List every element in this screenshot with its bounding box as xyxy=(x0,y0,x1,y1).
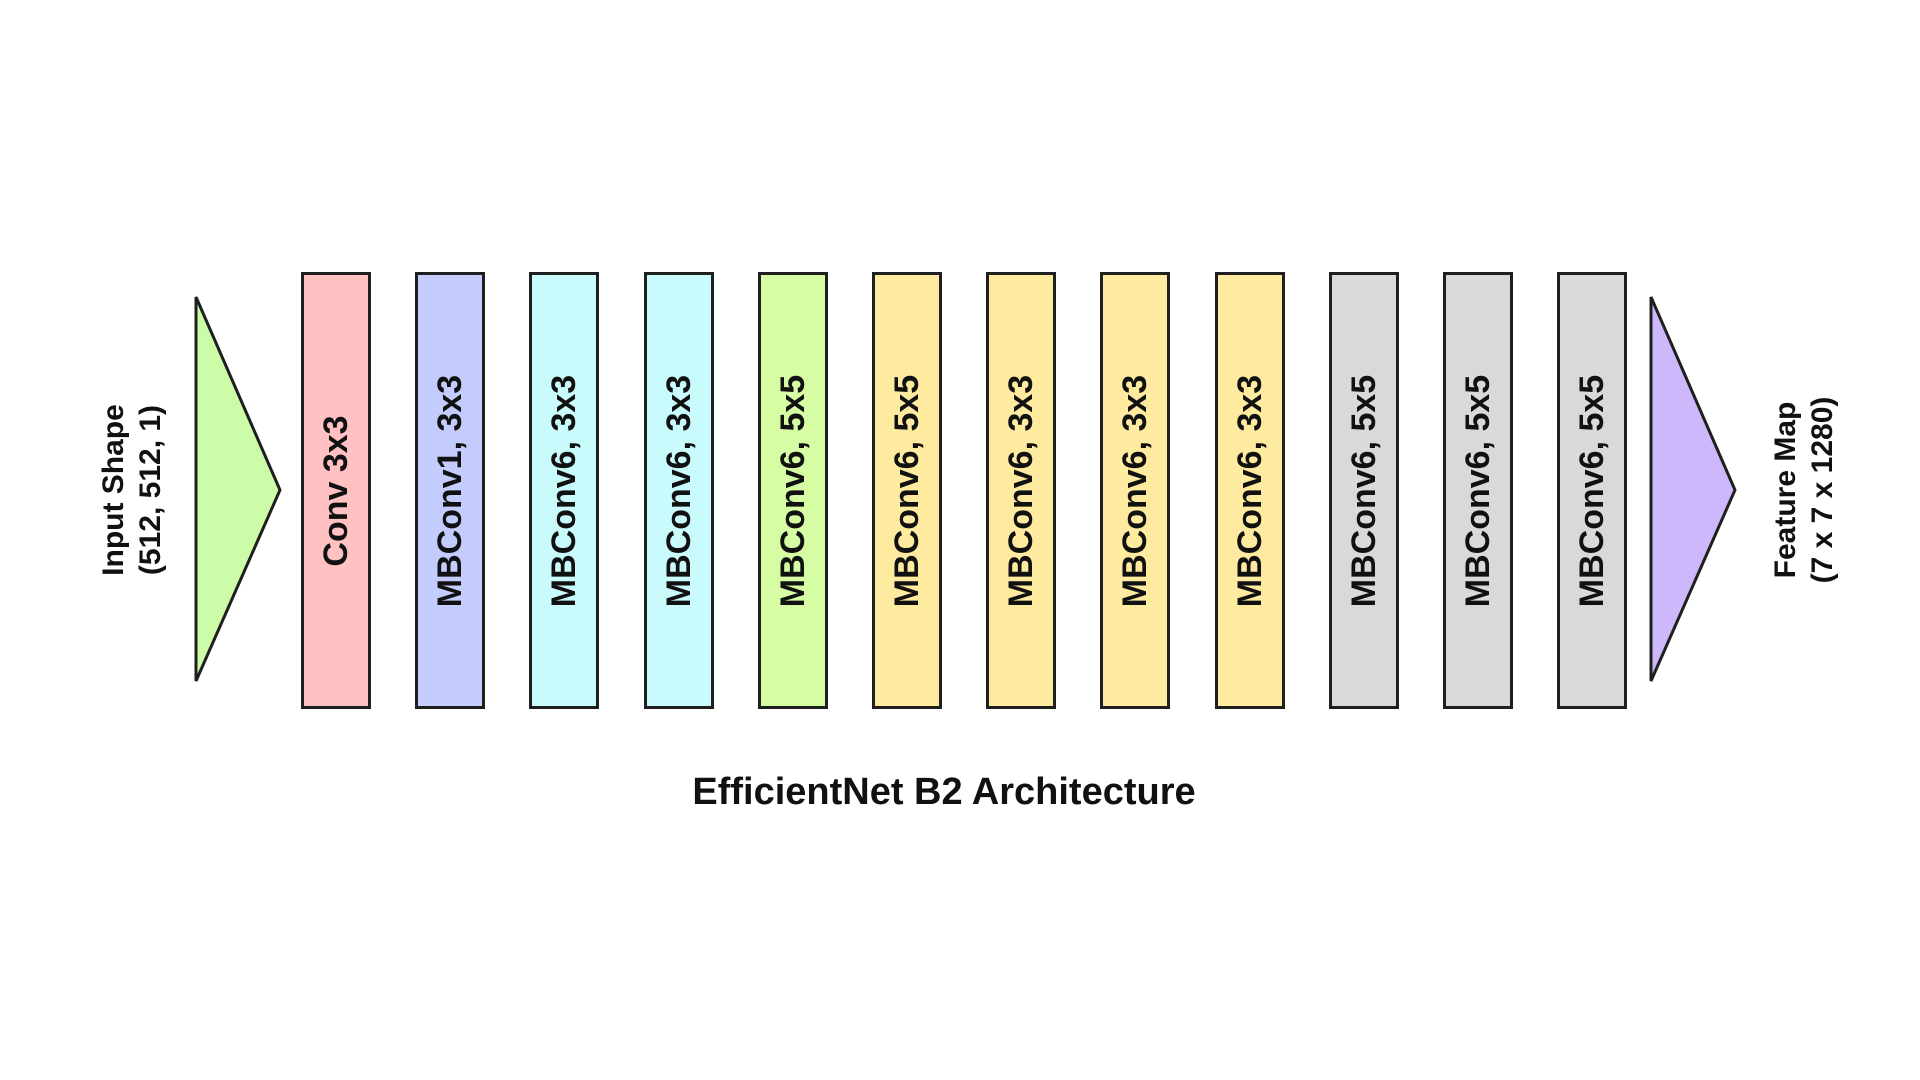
layer-block-label: MBConv6, 5x5 xyxy=(888,374,926,607)
layer-block-label: MBConv6, 3x3 xyxy=(545,374,583,607)
layer-block-label: MBConv6, 5x5 xyxy=(774,374,812,607)
layer-block: MBConv6, 3x3 xyxy=(529,272,599,709)
layer-block: MBConv6, 3x3 xyxy=(644,272,714,709)
layer-block-label: MBConv6, 5x5 xyxy=(1573,374,1611,607)
layer-block-label: MBConv6, 3x3 xyxy=(660,374,698,607)
input-shape-label: Input Shape (512, 512, 1) xyxy=(92,270,172,710)
layer-block: MBConv6, 5x5 xyxy=(872,272,942,709)
layer-block-label: Conv 3x3 xyxy=(317,414,355,567)
layer-block-label: MBConv6, 5x5 xyxy=(1345,374,1383,607)
layer-block-label: MBConv6, 3x3 xyxy=(1116,374,1154,607)
output-label-title: Feature Map xyxy=(1769,401,1802,579)
layer-block: Conv 3x3 xyxy=(301,272,371,709)
diagram-caption: EfficientNet B2 Architecture xyxy=(692,771,1196,813)
layer-block: MBConv6, 5x5 xyxy=(1443,272,1513,709)
output-label-shape: (7 x 7 x 1280) xyxy=(1806,396,1839,584)
input-arrow xyxy=(194,296,282,682)
layer-block-label: MBConv6, 3x3 xyxy=(1002,374,1040,607)
layer-block: MBConv6, 3x3 xyxy=(1215,272,1285,709)
layer-block-label: MBConv1, 3x3 xyxy=(431,374,469,607)
input-label-shape: (512, 512, 1) xyxy=(134,404,167,576)
layer-block: MBConv6, 3x3 xyxy=(986,272,1056,709)
layer-block-label: MBConv6, 3x3 xyxy=(1231,374,1269,607)
layer-block: MBConv6, 5x5 xyxy=(1329,272,1399,709)
layer-block: MBConv6, 5x5 xyxy=(1557,272,1627,709)
layer-block-label: MBConv6, 5x5 xyxy=(1459,374,1497,607)
layer-block: MBConv6, 5x5 xyxy=(758,272,828,709)
input-label-title: Input Shape xyxy=(97,404,130,576)
layer-block: MBConv6, 3x3 xyxy=(1100,272,1170,709)
output-arrow xyxy=(1649,296,1737,682)
feature-map-label: Feature Map (7 x 7 x 1280) xyxy=(1764,270,1844,710)
layer-block: MBConv1, 3x3 xyxy=(415,272,485,709)
